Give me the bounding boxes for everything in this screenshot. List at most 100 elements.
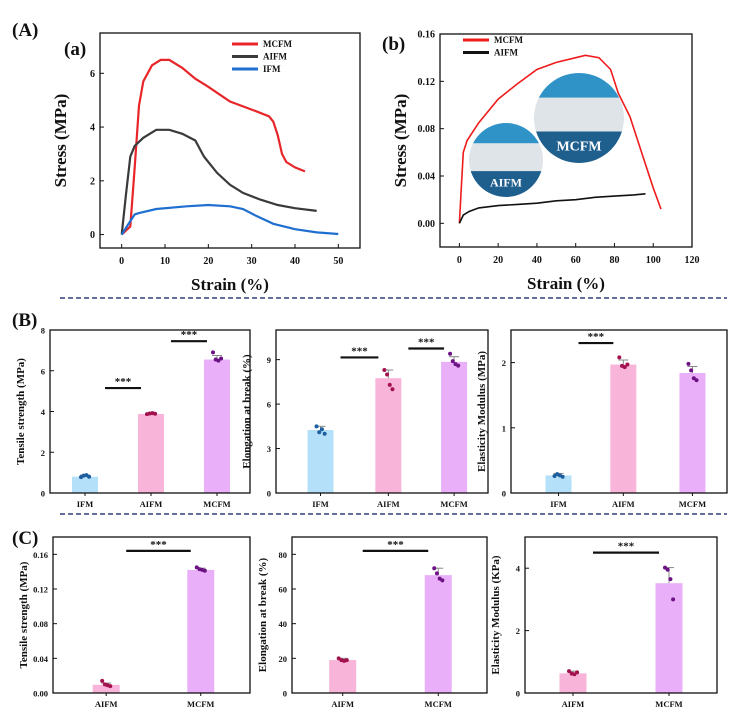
series-line-ifm	[120, 203, 339, 236]
replicate-point	[344, 658, 349, 663]
y-tick-label: 0	[267, 489, 271, 499]
x-tick-label: AIFM	[377, 499, 400, 509]
y-axis-label: Stress (MPa)	[391, 94, 410, 188]
y-tick-label: 0.16	[33, 550, 48, 560]
replicate-point	[432, 566, 437, 571]
y-tick-label: 2	[41, 448, 45, 458]
significance-label: ***	[150, 539, 167, 551]
panel-label-b: (b)	[382, 34, 405, 55]
y-tick-label: 6	[267, 400, 271, 410]
replicate-point	[440, 578, 445, 583]
x-tick-label: 120	[685, 255, 700, 266]
replicate-point	[314, 424, 319, 429]
x-tick-label: 40	[290, 256, 300, 267]
chart-B3: 0 1 2 IFM AIFM MCFM *** Elasticity Modulus (MPa…	[476, 329, 728, 509]
replicate-point	[202, 568, 207, 573]
bar-mcfm	[187, 569, 215, 693]
y-tick-label: 2	[90, 176, 95, 187]
replicate-point	[617, 355, 622, 360]
y-tick-label: 0.04	[418, 172, 436, 183]
x-tick-label: MCFM	[187, 699, 214, 709]
panel-label-a: (a)	[64, 39, 86, 60]
bar-mcfm	[204, 359, 230, 493]
y-tick-label: 0	[516, 689, 520, 699]
replicate-point	[87, 474, 92, 479]
y-tick-label: 6	[41, 366, 45, 376]
legend-label-mcfm: MCFM	[263, 39, 292, 49]
x-tick-label: AIFM	[562, 699, 585, 709]
chart-B2: 0 3 6 9 IFM AIFM MCFM *** *** Elongation at break…	[241, 329, 489, 509]
replicate-point	[663, 565, 667, 570]
replicate-point	[567, 669, 571, 674]
y-tick-label: 0.12	[418, 77, 436, 88]
x-tick-label: 20	[203, 256, 213, 267]
chart-b: 0.00 0.04 0.08 0.12 0.16 0 20 40 60 80 100 120 Strai…	[391, 30, 700, 294]
replicate-point	[390, 387, 395, 392]
inset-background-top	[534, 73, 624, 98]
plot-frame	[524, 536, 718, 694]
x-tick-label: 0	[457, 255, 462, 266]
y-tick-label: 1	[502, 423, 506, 433]
replicate-point	[219, 356, 224, 361]
y-tick-label: 4	[516, 564, 521, 574]
x-tick-label: 100	[646, 255, 661, 266]
x-tick-label: 80	[609, 255, 619, 266]
bar-ifm	[545, 475, 572, 493]
series-line-aifm	[458, 193, 646, 224]
x-axis-label: Strain (%)	[527, 274, 605, 293]
replicate-point	[100, 678, 105, 683]
y-tick-label: 0	[283, 689, 287, 699]
y-tick-label: 3	[267, 444, 271, 454]
replicate-point	[450, 359, 455, 364]
series-line-mcfm	[458, 54, 662, 224]
bar-aifm	[375, 378, 402, 493]
x-tick-label: AIFM	[612, 499, 635, 509]
replicate-point	[560, 474, 565, 479]
chart-a: 0 2 4 6 0 10 20 30 40 50 Strain (%) Stress (MPa) MCF…	[51, 32, 361, 294]
y-tick-label: 4	[90, 123, 95, 134]
x-tick-label: AIFM	[140, 499, 163, 509]
plot-frame	[291, 536, 488, 694]
bar-ifm	[72, 476, 98, 493]
x-tick-label: 60	[571, 255, 581, 266]
x-tick-label: AIFM	[95, 699, 118, 709]
y-tick-label: 0.16	[418, 30, 436, 41]
legend-label-mcfm: MCFM	[494, 35, 523, 45]
significance-label: ***	[588, 331, 605, 343]
replicate-point	[448, 351, 453, 356]
y-axis-label: Elasticity Modulus (KPa)	[490, 555, 502, 675]
bar-aifm	[559, 673, 587, 693]
bar-aifm	[610, 364, 637, 493]
bar-aifm	[138, 413, 164, 493]
plot-frame	[439, 33, 693, 248]
x-tick-label: 20	[493, 255, 503, 266]
significance-label: ***	[618, 541, 635, 553]
y-tick-label: 8	[41, 326, 45, 336]
y-axis-label: Elongation at break (%)	[257, 557, 269, 672]
y-tick-label: 20	[279, 654, 288, 664]
bar-mcfm	[424, 575, 452, 693]
inset-label: MCFM	[556, 139, 601, 154]
replicate-point	[686, 361, 691, 366]
replicate-point	[689, 368, 694, 373]
y-tick-label: 0.00	[418, 219, 436, 230]
replicate-point	[387, 382, 392, 387]
plot-frame	[49, 329, 251, 494]
bar-aifm	[92, 684, 120, 693]
x-tick-label: 0	[119, 256, 124, 267]
y-axis-label: Elasticity Modulus (MPa)	[476, 351, 488, 472]
y-tick-label: 4	[41, 407, 46, 417]
plot-frame	[99, 32, 361, 249]
y-tick-label: 0.08	[418, 124, 436, 135]
chart-B1: 0 2 4 6 8 IFM AIFM MCFM *** *** Tensile strength (…	[15, 326, 251, 509]
replicate-point	[671, 597, 676, 602]
significance-label: ***	[387, 539, 404, 551]
replicate-point	[456, 363, 461, 368]
replicate-point	[317, 430, 322, 435]
legend-label-aifm: AIFM	[263, 52, 287, 62]
y-axis-label: Elongation at break (%)	[241, 354, 253, 469]
y-tick-label: 0.04	[33, 654, 49, 664]
bar-mcfm	[679, 373, 706, 493]
x-tick-label: MCFM	[203, 499, 230, 509]
replicate-point	[319, 427, 324, 432]
